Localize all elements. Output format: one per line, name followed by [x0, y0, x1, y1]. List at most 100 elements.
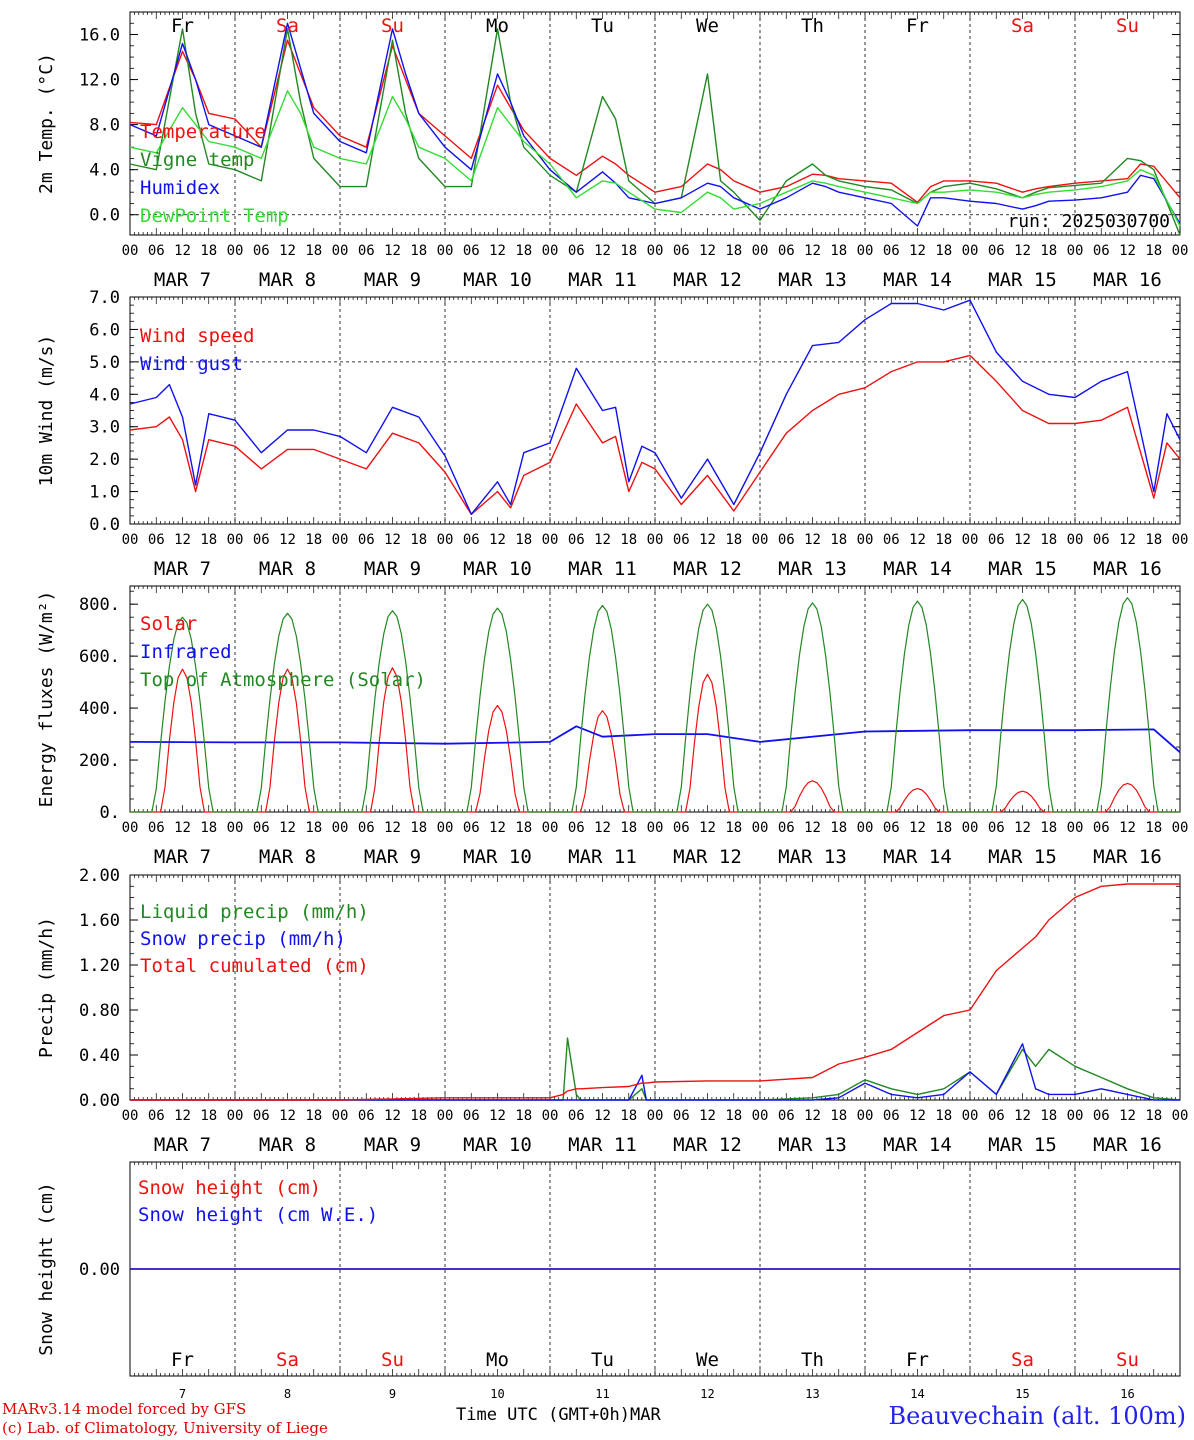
hour-tick-label: 06	[1093, 820, 1110, 836]
hour-tick-label: 00	[857, 1108, 874, 1124]
date-label: MAR 13	[778, 1134, 847, 1156]
hour-tick-label: 06	[883, 243, 900, 259]
hour-tick-label: 18	[1040, 243, 1057, 259]
hour-tick-label: 12	[279, 532, 296, 548]
hour-tick-label: 06	[358, 532, 375, 548]
y-axis-label-energy: Energy fluxes (W/m²)	[36, 591, 57, 808]
weekday-label: Sa	[276, 15, 299, 37]
hour-tick-label: 06	[148, 243, 165, 259]
date-label: MAR 12	[673, 269, 742, 291]
hour-tick-label: 12	[384, 243, 401, 259]
station-label: Beauvechain (alt. 100m)	[888, 1402, 1186, 1430]
hour-tick-label: 12	[1119, 532, 1136, 548]
hour-tick-label: 00	[122, 243, 139, 259]
y-tick-label: 8.0	[89, 116, 120, 136]
hour-tick-label: 18	[410, 820, 427, 836]
hour-tick-label: 18	[515, 1108, 532, 1124]
hour-tick-label: 18	[830, 243, 847, 259]
series-wind-speed	[129, 354, 1181, 515]
hour-tick-label: 12	[384, 532, 401, 548]
hour-tick-label: 00	[122, 532, 139, 548]
y-tick-label: 4.0	[89, 385, 120, 405]
date-label: MAR 14	[883, 846, 952, 868]
hour-tick-label: 12	[804, 1108, 821, 1124]
hour-tick-label: 00	[227, 1108, 244, 1124]
y-tick-label: 600.	[79, 647, 120, 667]
date-label: MAR 8	[259, 1134, 316, 1156]
hour-tick-label: 18	[200, 1108, 217, 1124]
hour-tick-label: 12	[489, 532, 506, 548]
hour-tick-label: 12	[384, 1108, 401, 1124]
hour-tick-label: 12	[594, 1108, 611, 1124]
hour-tick-label: 18	[410, 243, 427, 259]
date-label: MAR 15	[988, 558, 1057, 580]
model-credit: MARv3.14 model forced by GFS	[2, 1400, 247, 1418]
legend-entry: DewPoint Temp	[140, 205, 289, 227]
date-label: MAR 9	[364, 558, 421, 580]
hour-tick-label: 18	[305, 532, 322, 548]
hour-tick-label: 06	[358, 1108, 375, 1124]
hour-tick-label: 00	[437, 820, 454, 836]
date-label: MAR 16	[1093, 269, 1162, 291]
y-tick-label: 0.80	[79, 1001, 120, 1021]
hour-tick-label: 06	[358, 243, 375, 259]
y-axis-label-precip: Precip (mm/h)	[36, 917, 57, 1058]
date-label: MAR 12	[673, 558, 742, 580]
hour-tick-label: 06	[253, 532, 270, 548]
hour-tick-label: 06	[778, 1108, 795, 1124]
hour-tick-label: 12	[1119, 243, 1136, 259]
legend-entry: Infrared	[140, 641, 232, 663]
weekday-label: We	[696, 1349, 719, 1371]
time-axis-label: Time UTC (GMT+0h)MAR	[456, 1405, 661, 1425]
hour-tick-label: 12	[594, 820, 611, 836]
hour-tick-label: 06	[253, 243, 270, 259]
hour-tick-label: 12	[909, 1108, 926, 1124]
weekday-label: Mo	[486, 1349, 509, 1371]
hour-tick-label: 12	[1014, 243, 1031, 259]
hour-tick-label: 12	[279, 1108, 296, 1124]
hour-tick-label: 18	[725, 820, 742, 836]
hour-tick-label: 18	[620, 820, 637, 836]
hour-tick-label: 00	[962, 532, 979, 548]
legend-entry: Top of Atmosphere (Solar)	[140, 669, 426, 691]
hour-tick-label: 12	[699, 1108, 716, 1124]
date-label: MAR 15	[988, 1134, 1057, 1156]
hour-tick-label: 12	[174, 532, 191, 548]
day-number-label: 9	[389, 1387, 396, 1401]
hour-tick-label: 00	[857, 243, 874, 259]
series-dewpoint-temp	[129, 90, 1181, 227]
hour-tick-label: 06	[463, 820, 480, 836]
weekday-label: Sa	[276, 1349, 299, 1371]
hour-tick-label: 12	[594, 243, 611, 259]
hour-tick-label: 12	[174, 243, 191, 259]
date-label: MAR 16	[1093, 846, 1162, 868]
series-wind-gust	[129, 299, 1181, 515]
hour-tick-label: 06	[463, 1108, 480, 1124]
hour-tick-label: 00	[122, 1108, 139, 1124]
hour-tick-label: 12	[909, 532, 926, 548]
hour-tick-label: 00	[122, 820, 139, 836]
hour-tick-label: 00	[857, 820, 874, 836]
y-tick-label: 7.0	[89, 288, 120, 308]
day-number-label: 15	[1015, 1387, 1029, 1401]
date-label: MAR 10	[463, 846, 532, 868]
hour-tick-label: 18	[410, 532, 427, 548]
hour-tick-label: 12	[384, 820, 401, 836]
y-tick-label: 2.0	[89, 450, 120, 470]
hour-tick-label: 18	[200, 532, 217, 548]
weekday-label: Tu	[591, 1349, 614, 1371]
hour-tick-label: 06	[988, 820, 1005, 836]
y-tick-label: 16.0	[79, 26, 120, 46]
hour-tick-label: 12	[1119, 820, 1136, 836]
y-tick-label: 4.0	[89, 161, 120, 181]
hour-tick-label: 12	[1014, 532, 1031, 548]
hour-tick-label: 18	[725, 1108, 742, 1124]
hour-tick-label: 00	[647, 820, 664, 836]
hour-tick-label: 06	[568, 532, 585, 548]
legend-entry: Snow height (cm)	[138, 1177, 321, 1199]
weekday-label: Sa	[1011, 15, 1034, 37]
series-snow-precip-mm-h-	[130, 1043, 1180, 1101]
hour-tick-label: 18	[515, 532, 532, 548]
y-tick-label: 200.	[79, 751, 120, 771]
hour-tick-label: 12	[804, 532, 821, 548]
